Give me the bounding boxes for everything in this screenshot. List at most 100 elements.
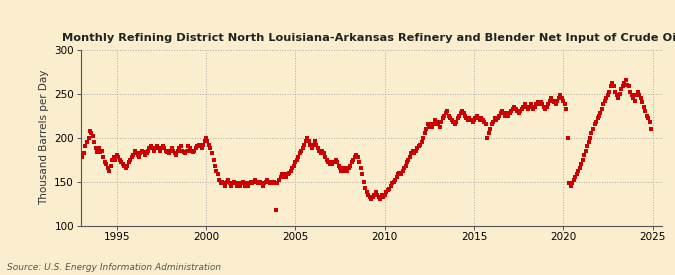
Point: [372, 192, 383, 197]
Point: [271, 207, 281, 212]
Point: [560, 102, 570, 106]
Point: [172, 148, 183, 153]
Point: [242, 184, 253, 188]
Point: [217, 179, 228, 184]
Point: [392, 175, 402, 179]
Point: [646, 126, 657, 131]
Point: [104, 169, 115, 173]
Point: [389, 178, 400, 182]
Point: [424, 125, 435, 129]
Point: [629, 98, 640, 103]
Point: [367, 195, 378, 200]
Point: [140, 153, 151, 157]
Point: [414, 144, 425, 148]
Point: [146, 144, 157, 148]
Point: [549, 100, 560, 104]
Point: [157, 144, 168, 148]
Point: [174, 146, 185, 150]
Point: [644, 119, 655, 124]
Point: [136, 148, 147, 153]
Point: [320, 155, 331, 159]
Point: [537, 102, 548, 106]
Point: [93, 146, 104, 150]
Point: [250, 178, 261, 182]
Point: [176, 144, 186, 148]
Point: [541, 104, 552, 109]
Point: [637, 100, 647, 104]
Point: [526, 104, 537, 109]
Point: [489, 116, 500, 120]
Point: [323, 160, 333, 164]
Point: [539, 104, 549, 109]
Point: [419, 131, 430, 135]
Point: [241, 181, 252, 185]
Point: [586, 131, 597, 135]
Point: [84, 129, 95, 134]
Point: [338, 166, 348, 170]
Point: [324, 162, 335, 166]
Point: [397, 169, 408, 173]
Point: [431, 119, 442, 124]
Point: [80, 144, 91, 148]
Point: [412, 146, 423, 150]
Point: [286, 169, 296, 173]
Point: [251, 179, 262, 184]
Point: [519, 102, 530, 106]
Point: [476, 116, 487, 120]
Point: [396, 172, 406, 177]
Point: [574, 166, 585, 170]
Point: [124, 160, 134, 164]
Point: [302, 135, 313, 140]
Point: [89, 140, 100, 144]
Point: [598, 102, 609, 106]
Point: [144, 146, 155, 150]
Point: [293, 155, 304, 159]
Point: [284, 170, 295, 175]
Point: [375, 197, 385, 201]
Point: [350, 155, 360, 159]
Point: [562, 135, 573, 140]
Point: [512, 109, 522, 113]
Point: [502, 111, 512, 115]
Point: [310, 142, 321, 147]
Point: [156, 146, 167, 150]
Point: [566, 184, 576, 188]
Point: [292, 157, 302, 162]
Point: [500, 113, 510, 118]
Point: [410, 148, 421, 153]
Point: [406, 151, 417, 156]
Point: [446, 118, 457, 122]
Point: [545, 98, 556, 103]
Point: [208, 157, 219, 162]
Point: [165, 148, 176, 153]
Point: [577, 157, 588, 162]
Point: [305, 142, 316, 147]
Point: [86, 131, 97, 135]
Point: [141, 151, 152, 156]
Point: [219, 181, 230, 185]
Point: [585, 135, 595, 140]
Point: [388, 179, 399, 184]
Point: [83, 135, 94, 140]
Point: [520, 104, 531, 109]
Point: [547, 98, 558, 103]
Point: [135, 151, 146, 156]
Point: [599, 98, 610, 103]
Point: [427, 125, 437, 129]
Point: [269, 179, 280, 184]
Point: [306, 146, 317, 150]
Point: [263, 179, 274, 184]
Point: [202, 139, 213, 143]
Point: [503, 113, 514, 118]
Point: [555, 93, 566, 97]
Point: [215, 181, 226, 185]
Point: [333, 163, 344, 168]
Point: [303, 139, 314, 143]
Point: [327, 162, 338, 166]
Point: [248, 179, 259, 184]
Point: [308, 142, 319, 147]
Point: [564, 181, 574, 185]
Point: [247, 181, 258, 185]
Point: [477, 118, 488, 122]
Point: [186, 148, 196, 153]
